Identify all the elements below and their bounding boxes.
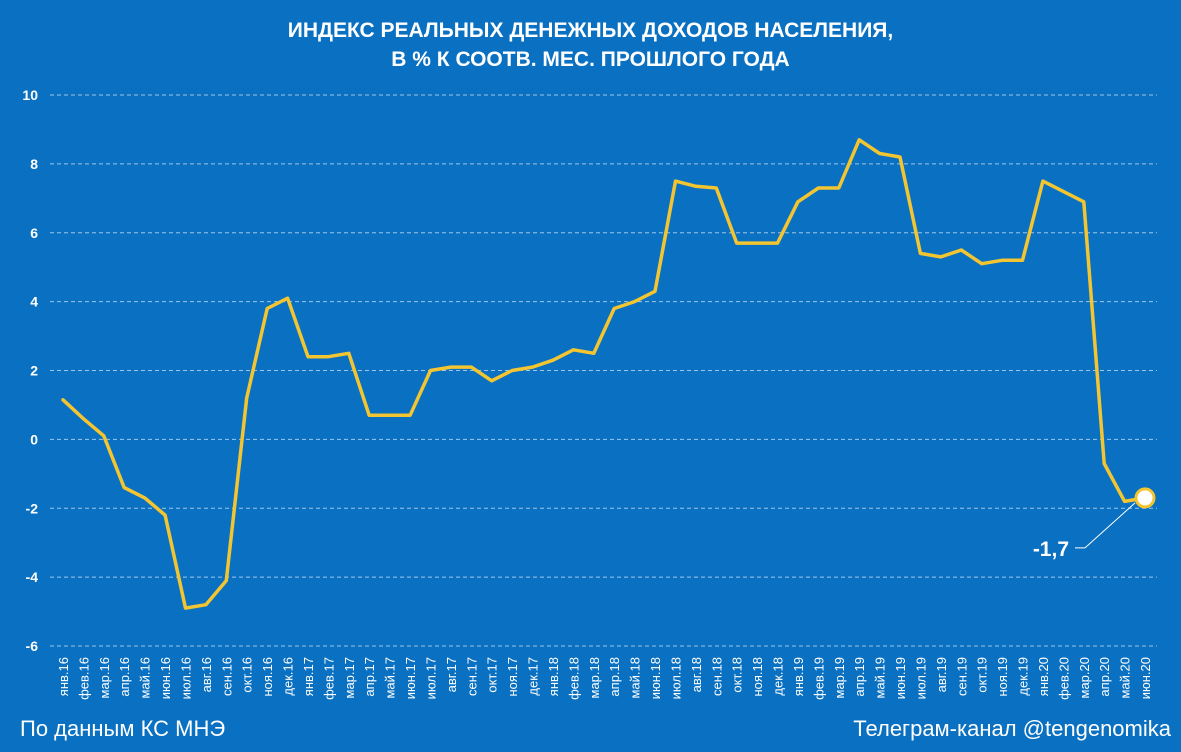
x-tick-label: апр.18 — [607, 657, 622, 697]
y-tick-label: 10 — [22, 87, 38, 103]
y-tick-label: -6 — [26, 638, 39, 654]
x-tick-label: мар.19 — [832, 657, 847, 698]
x-tick-label: авг.17 — [444, 657, 459, 692]
x-tick-label: апр.19 — [852, 657, 867, 697]
x-tick-label: июн.16 — [158, 657, 173, 699]
x-tick-label: янв.20 — [1036, 657, 1051, 696]
annotation-leader-line — [1075, 502, 1136, 549]
x-tick-label: янв.19 — [791, 657, 806, 696]
x-tick-label: сен.18 — [709, 657, 724, 696]
x-tick-label: июн.17 — [403, 657, 418, 699]
x-tick-label: дек.19 — [1016, 657, 1031, 696]
x-tick-label: май.18 — [628, 657, 643, 699]
x-tick-label: июн.18 — [648, 657, 663, 699]
x-tick-label: мар.18 — [587, 657, 602, 698]
x-tick-label: сен.17 — [464, 657, 479, 696]
x-tick-label: авг.18 — [689, 657, 704, 692]
x-tick-label: авг.16 — [199, 657, 214, 692]
series-line — [61, 138, 1147, 610]
x-axis-ticks: янв.16 фев.16 мар.16 апр.16 май.16 июн.16 июл.… — [56, 657, 1153, 700]
x-tick-label: мар.16 — [97, 657, 112, 698]
x-tick-label: фев.18 — [566, 657, 581, 700]
y-tick-label: 2 — [30, 363, 38, 379]
x-tick-label: май.16 — [138, 657, 153, 699]
x-tick-label: янв.17 — [301, 657, 316, 696]
x-tick-label: фев.17 — [321, 657, 336, 700]
chart-title: ИНДЕКС РЕАЛЬНЫХ ДЕНЕЖНЫХ ДОХОДОВ НАСЕЛЕН… — [0, 16, 1181, 74]
channel-note: Телеграм-канал @tengenomika — [853, 716, 1171, 741]
x-tick-label: окт.19 — [975, 657, 990, 693]
x-tick-label: янв.18 — [546, 657, 561, 696]
x-tick-label: май.20 — [1118, 657, 1133, 699]
x-tick-label: окт.18 — [730, 657, 745, 693]
x-tick-label: май.19 — [873, 657, 888, 699]
y-axis-ticks: 10 8 6 4 2 0 -2 -4 -6 — [22, 87, 38, 654]
x-tick-label: апр.20 — [1097, 657, 1112, 697]
source-note: По данным КС МНЭ — [20, 716, 226, 741]
series-layer — [61, 138, 1147, 610]
x-tick-label: июл.18 — [668, 657, 683, 699]
x-tick-label: ноя.16 — [260, 657, 275, 697]
y-tick-label: 4 — [30, 294, 38, 310]
x-tick-label: май.17 — [383, 657, 398, 699]
x-tick-label: мар.17 — [342, 657, 357, 698]
x-tick-label: дек.17 — [526, 657, 541, 696]
annotation-layer: -1,7 — [1033, 487, 1156, 561]
y-tick-label: -4 — [26, 569, 39, 585]
x-tick-label: сен.16 — [219, 657, 234, 696]
x-tick-label: окт.16 — [240, 657, 255, 693]
x-tick-label: ноя.18 — [750, 657, 765, 697]
highlight-point-marker — [1134, 487, 1156, 509]
x-tick-label: апр.16 — [117, 657, 132, 697]
x-tick-label: мар.20 — [1077, 657, 1092, 698]
x-tick-label: фев.20 — [1056, 657, 1071, 700]
x-tick-label: дек.16 — [281, 657, 296, 696]
x-tick-label: апр.17 — [362, 657, 377, 697]
y-tick-label: 6 — [30, 225, 38, 241]
x-tick-label: фев.16 — [76, 657, 91, 700]
x-tick-label: ноя.17 — [505, 657, 520, 697]
x-tick-label: июл.16 — [178, 657, 193, 699]
x-tick-label: июл.17 — [423, 657, 438, 699]
chart-title-line-1: ИНДЕКС РЕАЛЬНЫХ ДЕНЕЖНЫХ ДОХОДОВ НАСЕЛЕН… — [287, 19, 894, 42]
y-tick-label: -2 — [26, 500, 39, 516]
grid-layer — [50, 94, 1157, 647]
chart-title-line-2: В % К СООТВ. МЕС. ПРОШЛОГО ГОДА — [391, 48, 790, 71]
y-tick-label: 8 — [30, 156, 38, 172]
x-tick-label: сен.19 — [954, 657, 969, 696]
annotation-label: -1,7 — [1033, 538, 1069, 561]
x-tick-label: июн.20 — [1138, 657, 1153, 699]
x-tick-label: июл.19 — [913, 657, 928, 699]
x-tick-label: дек.18 — [771, 657, 786, 696]
y-tick-label: 0 — [30, 431, 38, 447]
x-tick-label: янв.16 — [56, 657, 71, 696]
x-tick-label: фев.19 — [811, 657, 826, 700]
x-tick-label: ноя.19 — [995, 657, 1010, 697]
x-tick-label: июн.19 — [893, 657, 908, 699]
x-tick-label: авг.19 — [934, 657, 949, 692]
x-tick-label: окт.17 — [485, 657, 500, 693]
